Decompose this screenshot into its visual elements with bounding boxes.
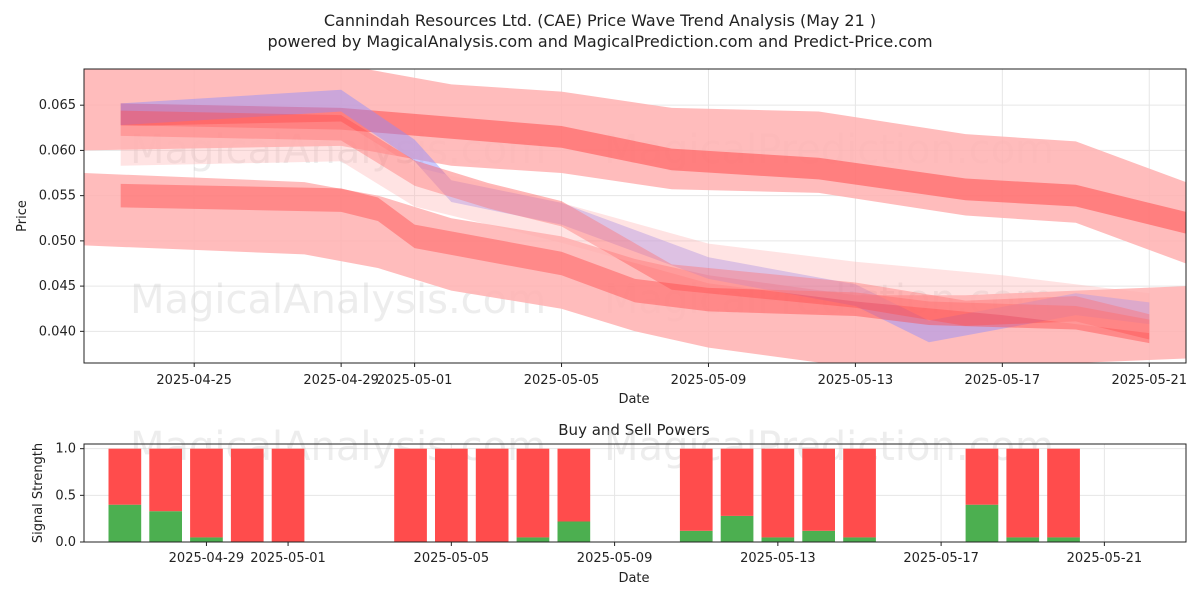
buy-sell-x-tick-label: 2025-05-13 bbox=[740, 551, 816, 566]
sell-bar bbox=[557, 448, 591, 522]
price-y-tick-label: 0.040 bbox=[39, 324, 76, 339]
price-chart-frame bbox=[83, 68, 1187, 364]
sell-bar bbox=[516, 448, 550, 538]
chart-title-line-1: Cannindah Resources Ltd. (CAE) Price Wav… bbox=[324, 11, 876, 30]
sell-bar bbox=[271, 448, 305, 542]
price-band-7 bbox=[120, 121, 1150, 334]
price-x-tick-label: 2025-05-09 bbox=[671, 373, 747, 388]
buy-sell-frame bbox=[83, 443, 1187, 543]
price-x-tick-label: 2025-05-21 bbox=[1111, 373, 1187, 388]
buy-sell-x-tick-label: 2025-05-01 bbox=[250, 551, 326, 566]
buy-sell-x-tick-label: 2025-05-05 bbox=[414, 551, 490, 566]
price-y-ticks: 0.040 0.045 0.050 0.055 0.060 0.065 bbox=[39, 98, 84, 339]
sell-bar bbox=[394, 448, 427, 542]
buy-bar bbox=[516, 537, 550, 542]
price-x-axis-label: Date bbox=[618, 392, 649, 407]
sell-bar bbox=[802, 448, 835, 531]
buy-sell-title: Buy and Sell Powers bbox=[558, 421, 710, 439]
price-x-tick-label: 2025-05-01 bbox=[377, 373, 453, 388]
buy-bar bbox=[557, 521, 591, 542]
sell-bar bbox=[435, 448, 468, 542]
price-chart: MagicalAnalysis.com MagicalPrediction.co… bbox=[15, 68, 1187, 407]
buy-sell-x-ticks: 2025-04-29 2025-05-01 2025-05-05 2025-05-09… bbox=[169, 542, 1142, 566]
price-x-tick-label: 2025-05-05 bbox=[524, 373, 600, 388]
buy-bar bbox=[761, 537, 795, 542]
buy-bar bbox=[802, 530, 835, 542]
sell-bar bbox=[761, 448, 795, 538]
buy-bar bbox=[720, 515, 754, 542]
buy-bar bbox=[1047, 537, 1080, 542]
price-band-2 bbox=[120, 103, 1186, 234]
sell-bar bbox=[1006, 448, 1040, 538]
sell-bar bbox=[1047, 448, 1080, 538]
buy-sell-y-tick-label: 1.0 bbox=[55, 442, 76, 457]
sell-bar bbox=[720, 448, 754, 516]
price-y-tick-label: 0.060 bbox=[39, 143, 76, 158]
sell-bar bbox=[679, 448, 713, 531]
sell-bar bbox=[965, 448, 999, 505]
buy-sell-x-axis-label: Date bbox=[618, 571, 649, 586]
buy-bar bbox=[108, 504, 142, 542]
buy-sell-y-axis-label: Signal Strength bbox=[31, 443, 46, 543]
price-y-tick-label: 0.055 bbox=[39, 189, 76, 204]
price-band-3 bbox=[84, 173, 1186, 363]
buy-bar bbox=[1006, 537, 1040, 542]
price-bands bbox=[84, 69, 1186, 363]
buy-sell-y-ticks: 0.0 0.5 1.0 bbox=[55, 442, 84, 550]
buy-bar bbox=[149, 511, 182, 542]
buy-sell-x-tick-label: 2025-05-09 bbox=[577, 551, 653, 566]
sell-bar bbox=[843, 448, 876, 538]
price-band-5 bbox=[120, 110, 1150, 340]
price-band-6 bbox=[120, 183, 1150, 344]
price-x-tick-label: 2025-04-25 bbox=[156, 373, 232, 388]
chart-title-line-2: powered by MagicalAnalysis.com and Magic… bbox=[267, 32, 932, 51]
buy-sell-x-tick-label: 2025-05-21 bbox=[1067, 551, 1143, 566]
buy-sell-bars bbox=[108, 448, 1080, 542]
sell-bar bbox=[475, 448, 509, 542]
sell-bar bbox=[108, 448, 142, 505]
price-band-4 bbox=[120, 89, 1150, 343]
price-x-tick-label: 2025-05-17 bbox=[965, 373, 1041, 388]
buy-sell-x-tick-label: 2025-04-29 bbox=[169, 551, 245, 566]
buy-bar bbox=[965, 504, 999, 542]
buy-sell-chart: Buy and Sell Powers MagicalAnalysis.com … bbox=[31, 421, 1187, 586]
sell-bar bbox=[149, 448, 182, 512]
buy-bar bbox=[843, 537, 876, 542]
sell-bar bbox=[190, 448, 223, 538]
buy-sell-y-tick-label: 0.5 bbox=[55, 488, 76, 503]
buy-bar bbox=[190, 537, 223, 542]
price-x-tick-label: 2025-04-29 bbox=[303, 373, 379, 388]
price-y-axis-label: Price bbox=[15, 200, 30, 232]
price-y-tick-label: 0.065 bbox=[39, 98, 76, 113]
buy-bar bbox=[679, 530, 713, 542]
price-x-tick-label: 2025-05-13 bbox=[818, 373, 894, 388]
price-y-tick-label: 0.050 bbox=[39, 234, 76, 249]
sell-bar bbox=[230, 448, 264, 542]
buy-sell-x-tick-label: 2025-05-17 bbox=[903, 551, 979, 566]
buy-sell-y-tick-label: 0.0 bbox=[55, 535, 76, 550]
price-y-tick-label: 0.045 bbox=[39, 279, 76, 294]
